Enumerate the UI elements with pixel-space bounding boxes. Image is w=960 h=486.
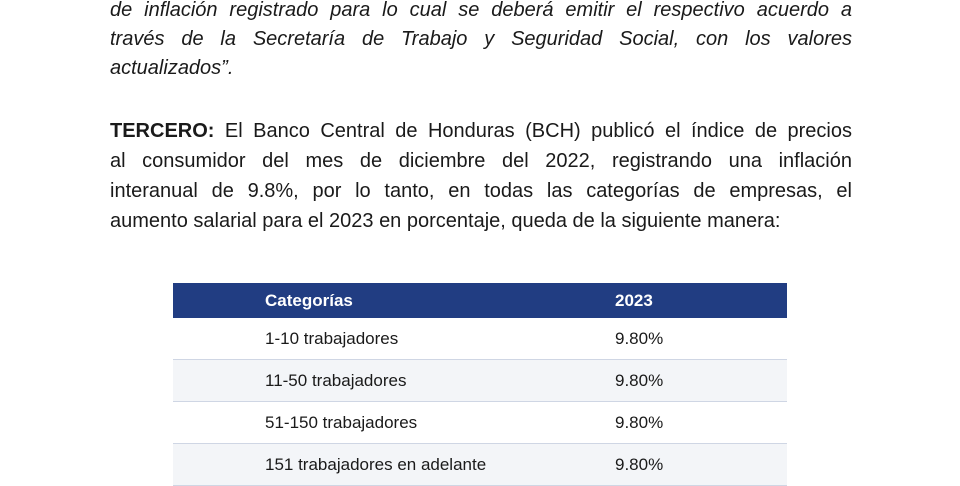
quote-line: través de la Secretaría de Trabajo y Seg… <box>110 28 852 50</box>
tercero-paragraph: TERCERO: El Banco Central de Honduras (B… <box>110 116 852 236</box>
quote-line: de inflación registrado para lo cual se … <box>110 0 852 21</box>
header-categorias: Categorías <box>265 290 353 310</box>
quoted-text: de inflación registrado para lo cual se … <box>110 0 852 83</box>
table-row: 1-10 trabajadores 9.80% <box>173 318 787 360</box>
table-row: 51-150 trabajadores 9.80% <box>173 401 787 444</box>
paragraph-line: interanual de 9.8%, por lo tanto, en tod… <box>110 180 852 202</box>
table-row: 11-50 trabajadores 9.80% <box>173 359 787 402</box>
category-cell: 1-10 trabajadores <box>173 318 615 360</box>
quote-line: actualizados”. <box>110 57 234 79</box>
paragraph-lead: TERCERO: <box>110 120 215 142</box>
header-2023: 2023 <box>615 290 653 310</box>
percent-cell: 9.80% <box>615 401 787 444</box>
paragraph-line: al consumidor del mes de diciembre del 2… <box>110 150 852 172</box>
category-cell: 11-50 trabajadores <box>173 359 615 402</box>
table-row: 151 trabajadores en adelante 9.80% <box>173 443 787 486</box>
percent-cell: 9.80% <box>615 359 787 402</box>
category-cell: 51-150 trabajadores <box>173 401 615 444</box>
paragraph-line: aumento salarial para el 2023 en porcent… <box>110 210 781 232</box>
paragraph-line-text: El Banco Central de Honduras (BCH) publi… <box>214 120 852 142</box>
category-cell: 151 trabajadores en adelante <box>173 443 615 486</box>
percent-cell: 9.80% <box>615 443 787 486</box>
paragraph-line: TERCERO: El Banco Central de Honduras (B… <box>110 116 852 146</box>
table-header-row: Categorías 2023 <box>173 283 787 318</box>
salary-increase-table: Categorías 2023 1-10 trabajadores 9.80% … <box>173 283 787 486</box>
percent-cell: 9.80% <box>615 318 787 360</box>
